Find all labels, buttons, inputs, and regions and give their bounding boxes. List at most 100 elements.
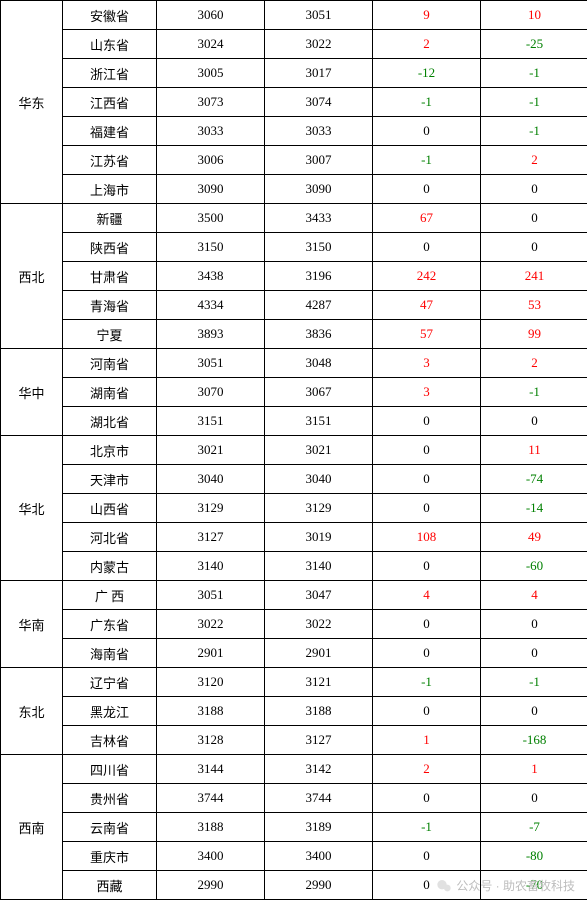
value-cell-1: 3129	[157, 494, 265, 523]
table-row: 华东安徽省30603051910	[1, 1, 587, 30]
value-cell-2: 3067	[265, 378, 373, 407]
table-row: 天津市304030400-74	[1, 465, 587, 494]
value-cell-1: 3400	[157, 842, 265, 871]
diff-cell-2: 1	[481, 755, 587, 784]
watermark: 公众号 · 助农畜牧科技	[436, 877, 575, 894]
value-cell-2: 3140	[265, 552, 373, 581]
table-row: 浙江省30053017-12-1	[1, 59, 587, 88]
table-row: 华北北京市30213021011	[1, 436, 587, 465]
value-cell-2: 3150	[265, 233, 373, 262]
table-row: 山西省312931290-14	[1, 494, 587, 523]
value-cell-1: 3090	[157, 175, 265, 204]
value-cell-1: 3051	[157, 581, 265, 610]
value-cell-1: 2901	[157, 639, 265, 668]
diff-cell-1: 0	[373, 697, 481, 726]
diff-cell-2: 99	[481, 320, 587, 349]
table-row: 湖北省3151315100	[1, 407, 587, 436]
table-row: 内蒙古314031400-60	[1, 552, 587, 581]
table-row: 河北省3127301910849	[1, 523, 587, 552]
province-cell: 内蒙古	[63, 552, 157, 581]
diff-cell-1: 0	[373, 117, 481, 146]
value-cell-2: 4287	[265, 291, 373, 320]
value-cell-2: 3090	[265, 175, 373, 204]
diff-cell-1: 2	[373, 30, 481, 59]
table-row: 重庆市340034000-80	[1, 842, 587, 871]
diff-cell-1: -1	[373, 88, 481, 117]
diff-cell-1: -1	[373, 668, 481, 697]
diff-cell-1: 0	[373, 610, 481, 639]
diff-cell-2: 0	[481, 175, 587, 204]
province-cell: 西藏	[63, 871, 157, 900]
province-cell: 甘肃省	[63, 262, 157, 291]
diff-cell-2: 0	[481, 639, 587, 668]
diff-cell-2: 11	[481, 436, 587, 465]
diff-cell-1: -1	[373, 813, 481, 842]
value-cell-2: 3121	[265, 668, 373, 697]
value-cell-1: 3070	[157, 378, 265, 407]
diff-cell-2: -60	[481, 552, 587, 581]
diff-cell-1: 3	[373, 378, 481, 407]
value-cell-1: 3022	[157, 610, 265, 639]
table-row: 甘肃省34383196242241	[1, 262, 587, 291]
province-cell: 河北省	[63, 523, 157, 552]
region-cell: 华北	[1, 436, 63, 581]
value-cell-2: 3189	[265, 813, 373, 842]
province-cell: 海南省	[63, 639, 157, 668]
province-cell: 四川省	[63, 755, 157, 784]
province-cell: 山西省	[63, 494, 157, 523]
value-cell-1: 3127	[157, 523, 265, 552]
province-cell: 浙江省	[63, 59, 157, 88]
diff-cell-2: -1	[481, 378, 587, 407]
value-cell-1: 3128	[157, 726, 265, 755]
table-row: 青海省433442874753	[1, 291, 587, 320]
value-cell-1: 3040	[157, 465, 265, 494]
value-cell-2: 2901	[265, 639, 373, 668]
diff-cell-2: -74	[481, 465, 587, 494]
province-cell: 湖北省	[63, 407, 157, 436]
province-cell: 青海省	[63, 291, 157, 320]
value-cell-2: 3048	[265, 349, 373, 378]
table-row: 广东省3022302200	[1, 610, 587, 639]
value-cell-2: 3074	[265, 88, 373, 117]
value-cell-1: 3893	[157, 320, 265, 349]
province-cell: 湖南省	[63, 378, 157, 407]
value-cell-2: 3033	[265, 117, 373, 146]
diff-cell-1: 0	[373, 436, 481, 465]
table-row: 贵州省3744374400	[1, 784, 587, 813]
value-cell-2: 3021	[265, 436, 373, 465]
province-cell: 安徽省	[63, 1, 157, 30]
value-cell-1: 3150	[157, 233, 265, 262]
value-cell-2: 3836	[265, 320, 373, 349]
value-cell-1: 3006	[157, 146, 265, 175]
diff-cell-2: -168	[481, 726, 587, 755]
value-cell-1: 3024	[157, 30, 265, 59]
value-cell-1: 3744	[157, 784, 265, 813]
diff-cell-2: 0	[481, 204, 587, 233]
province-cell: 广 西	[63, 581, 157, 610]
value-cell-2: 3127	[265, 726, 373, 755]
diff-cell-1: 0	[373, 552, 481, 581]
value-cell-2: 3017	[265, 59, 373, 88]
diff-cell-2: -1	[481, 668, 587, 697]
province-cell: 江苏省	[63, 146, 157, 175]
diff-cell-1: 4	[373, 581, 481, 610]
province-cell: 上海市	[63, 175, 157, 204]
province-cell: 吉林省	[63, 726, 157, 755]
diff-cell-2: 2	[481, 349, 587, 378]
diff-cell-1: 0	[373, 233, 481, 262]
province-cell: 天津市	[63, 465, 157, 494]
diff-cell-1: 0	[373, 465, 481, 494]
value-cell-1: 3005	[157, 59, 265, 88]
diff-cell-1: 242	[373, 262, 481, 291]
table-row: 江西省30733074-1-1	[1, 88, 587, 117]
diff-cell-1: 0	[373, 784, 481, 813]
table-row: 宁夏389338365799	[1, 320, 587, 349]
table-row: 吉林省312831271-168	[1, 726, 587, 755]
value-cell-2: 3129	[265, 494, 373, 523]
province-cell: 北京市	[63, 436, 157, 465]
value-cell-1: 3438	[157, 262, 265, 291]
diff-cell-2: -1	[481, 88, 587, 117]
diff-cell-2: 0	[481, 784, 587, 813]
province-cell: 贵州省	[63, 784, 157, 813]
diff-cell-2: 0	[481, 697, 587, 726]
